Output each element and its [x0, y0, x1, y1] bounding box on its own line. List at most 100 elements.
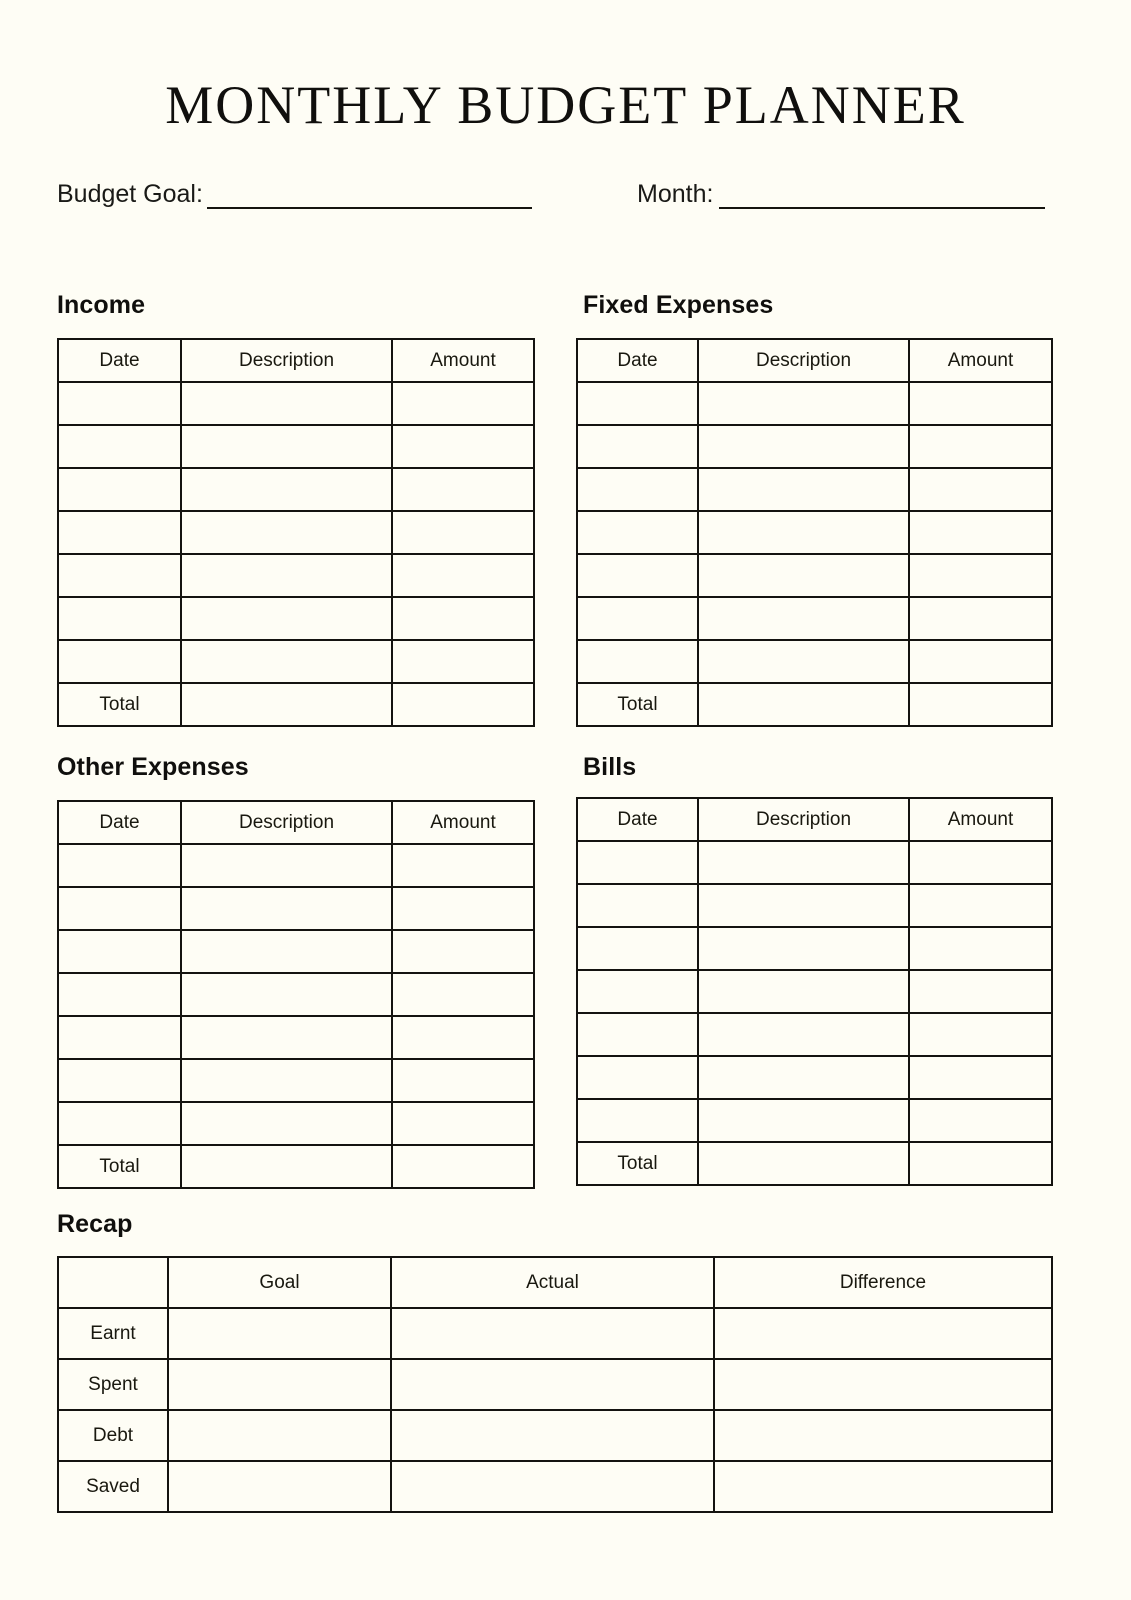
- total-description[interactable]: [697, 682, 910, 727]
- cell-date[interactable]: [57, 424, 182, 469]
- cell-difference[interactable]: [713, 1409, 1053, 1462]
- cell-amount[interactable]: [391, 381, 535, 426]
- cell-amount[interactable]: [391, 1015, 535, 1060]
- cell-description[interactable]: [180, 639, 393, 684]
- cell-date[interactable]: [57, 1058, 182, 1103]
- cell-goal[interactable]: [167, 1409, 392, 1462]
- cell-amount[interactable]: [908, 424, 1053, 469]
- cell-date[interactable]: [57, 1101, 182, 1146]
- cell-amount[interactable]: [391, 843, 535, 888]
- cell-date[interactable]: [57, 553, 182, 598]
- cell-description[interactable]: [697, 639, 910, 684]
- cell-amount[interactable]: [908, 1012, 1053, 1057]
- cell-description[interactable]: [697, 883, 910, 928]
- total-description[interactable]: [697, 1141, 910, 1186]
- cell-amount[interactable]: [908, 639, 1053, 684]
- cell-description[interactable]: [697, 969, 910, 1014]
- cell-amount[interactable]: [391, 553, 535, 598]
- cell-date[interactable]: [576, 883, 699, 928]
- cell-date[interactable]: [57, 972, 182, 1017]
- cell-description[interactable]: [697, 596, 910, 641]
- cell-actual[interactable]: [390, 1409, 715, 1462]
- cell-description[interactable]: [697, 424, 910, 469]
- cell-date[interactable]: [576, 969, 699, 1014]
- cell-actual[interactable]: [390, 1307, 715, 1360]
- cell-date[interactable]: [576, 840, 699, 885]
- cell-date[interactable]: [576, 1012, 699, 1057]
- month-input[interactable]: [719, 183, 1046, 209]
- cell-amount[interactable]: [908, 840, 1053, 885]
- cell-description[interactable]: [697, 510, 910, 555]
- cell-date[interactable]: [576, 553, 699, 598]
- cell-description[interactable]: [180, 381, 393, 426]
- cell-date[interactable]: [576, 381, 699, 426]
- cell-description[interactable]: [180, 843, 393, 888]
- cell-difference[interactable]: [713, 1460, 1053, 1513]
- cell-difference[interactable]: [713, 1307, 1053, 1360]
- cell-amount[interactable]: [391, 1058, 535, 1103]
- cell-description[interactable]: [697, 553, 910, 598]
- cell-date[interactable]: [576, 510, 699, 555]
- cell-date[interactable]: [576, 596, 699, 641]
- budget-goal-input[interactable]: [206, 183, 532, 209]
- cell-amount[interactable]: [908, 926, 1053, 971]
- total-amount[interactable]: [391, 682, 535, 727]
- cell-description[interactable]: [180, 553, 393, 598]
- cell-goal[interactable]: [167, 1358, 392, 1411]
- cell-amount[interactable]: [908, 969, 1053, 1014]
- cell-date[interactable]: [57, 929, 182, 974]
- cell-amount[interactable]: [908, 1055, 1053, 1100]
- cell-date[interactable]: [57, 510, 182, 555]
- cell-date[interactable]: [57, 467, 182, 512]
- cell-amount[interactable]: [391, 510, 535, 555]
- cell-amount[interactable]: [908, 510, 1053, 555]
- cell-description[interactable]: [697, 926, 910, 971]
- cell-date[interactable]: [576, 1098, 699, 1143]
- cell-difference[interactable]: [713, 1358, 1053, 1411]
- cell-actual[interactable]: [390, 1358, 715, 1411]
- cell-date[interactable]: [576, 1055, 699, 1100]
- total-description[interactable]: [180, 1144, 393, 1189]
- cell-date[interactable]: [576, 424, 699, 469]
- cell-amount[interactable]: [391, 639, 535, 684]
- cell-amount[interactable]: [908, 553, 1053, 598]
- total-amount[interactable]: [908, 682, 1053, 727]
- cell-description[interactable]: [180, 1101, 393, 1146]
- cell-description[interactable]: [180, 929, 393, 974]
- cell-amount[interactable]: [391, 972, 535, 1017]
- cell-amount[interactable]: [908, 467, 1053, 512]
- cell-goal[interactable]: [167, 1460, 392, 1513]
- cell-date[interactable]: [57, 381, 182, 426]
- cell-amount[interactable]: [391, 596, 535, 641]
- cell-date[interactable]: [57, 596, 182, 641]
- cell-description[interactable]: [697, 840, 910, 885]
- cell-description[interactable]: [180, 467, 393, 512]
- cell-date[interactable]: [57, 639, 182, 684]
- cell-date[interactable]: [576, 639, 699, 684]
- cell-description[interactable]: [180, 596, 393, 641]
- cell-amount[interactable]: [391, 1101, 535, 1146]
- cell-description[interactable]: [697, 1098, 910, 1143]
- cell-description[interactable]: [180, 972, 393, 1017]
- cell-description[interactable]: [697, 381, 910, 426]
- cell-description[interactable]: [697, 467, 910, 512]
- cell-amount[interactable]: [908, 381, 1053, 426]
- cell-date[interactable]: [576, 467, 699, 512]
- cell-actual[interactable]: [390, 1460, 715, 1513]
- cell-date[interactable]: [57, 843, 182, 888]
- total-description[interactable]: [180, 682, 393, 727]
- cell-date[interactable]: [57, 1015, 182, 1060]
- total-amount[interactable]: [908, 1141, 1053, 1186]
- cell-description[interactable]: [180, 886, 393, 931]
- cell-description[interactable]: [697, 1055, 910, 1100]
- cell-description[interactable]: [180, 1015, 393, 1060]
- cell-description[interactable]: [180, 424, 393, 469]
- cell-amount[interactable]: [391, 467, 535, 512]
- cell-amount[interactable]: [908, 596, 1053, 641]
- cell-amount[interactable]: [908, 883, 1053, 928]
- cell-goal[interactable]: [167, 1307, 392, 1360]
- total-amount[interactable]: [391, 1144, 535, 1189]
- cell-description[interactable]: [180, 510, 393, 555]
- cell-amount[interactable]: [391, 929, 535, 974]
- cell-amount[interactable]: [391, 424, 535, 469]
